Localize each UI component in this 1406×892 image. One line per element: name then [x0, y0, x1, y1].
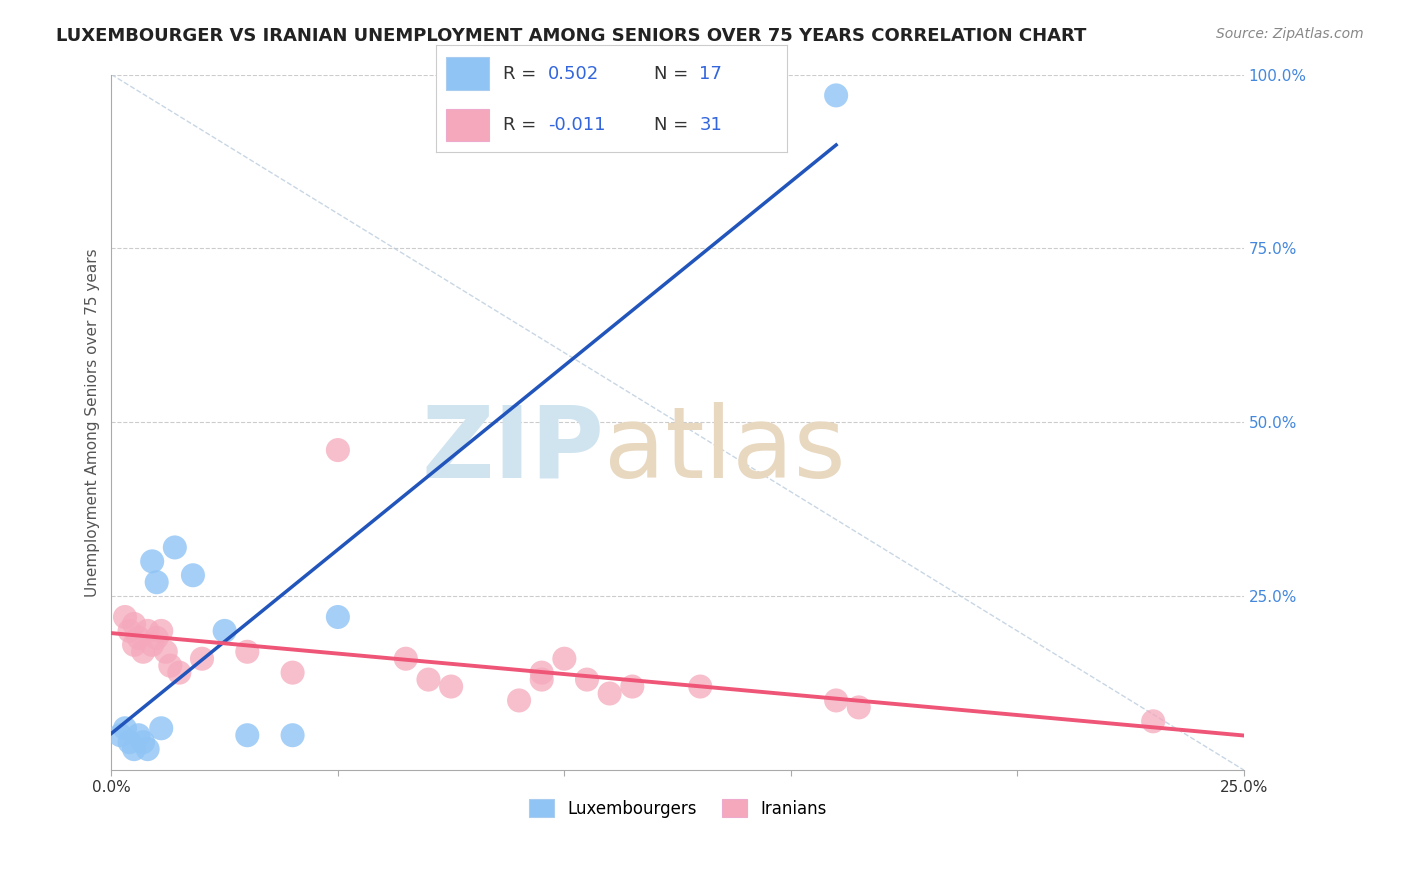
- Point: [159, 658, 181, 673]
- Text: R =: R =: [503, 116, 541, 134]
- Point: [281, 728, 304, 742]
- Point: [530, 673, 553, 687]
- Point: [326, 610, 349, 624]
- Text: atlas: atlas: [605, 401, 845, 499]
- Point: [136, 624, 159, 638]
- Point: [128, 728, 150, 742]
- Point: [128, 631, 150, 645]
- Point: [1142, 714, 1164, 729]
- Point: [236, 728, 259, 742]
- Point: [825, 693, 848, 707]
- Point: [122, 616, 145, 631]
- Point: [214, 624, 236, 638]
- Text: R =: R =: [503, 64, 541, 82]
- Text: -0.011: -0.011: [548, 116, 606, 134]
- Point: [576, 673, 599, 687]
- Point: [599, 686, 621, 700]
- Text: N =: N =: [654, 64, 693, 82]
- Point: [150, 721, 173, 735]
- Point: [150, 624, 173, 638]
- Point: [236, 645, 259, 659]
- Point: [136, 742, 159, 756]
- Legend: Luxembourgers, Iranians: Luxembourgers, Iranians: [522, 793, 832, 824]
- Point: [553, 651, 575, 665]
- Point: [122, 742, 145, 756]
- Point: [689, 680, 711, 694]
- Point: [145, 575, 167, 590]
- Text: LUXEMBOURGER VS IRANIAN UNEMPLOYMENT AMONG SENIORS OVER 75 YEARS CORRELATION CHA: LUXEMBOURGER VS IRANIAN UNEMPLOYMENT AMO…: [56, 27, 1087, 45]
- FancyBboxPatch shape: [447, 57, 489, 89]
- Point: [132, 735, 155, 749]
- Point: [118, 624, 141, 638]
- Point: [163, 541, 186, 555]
- Point: [122, 638, 145, 652]
- Point: [118, 735, 141, 749]
- Point: [281, 665, 304, 680]
- Point: [141, 638, 163, 652]
- Point: [145, 631, 167, 645]
- Point: [110, 728, 132, 742]
- Point: [155, 645, 177, 659]
- Point: [825, 88, 848, 103]
- Text: 31: 31: [700, 116, 723, 134]
- Point: [169, 665, 191, 680]
- Point: [395, 651, 418, 665]
- Text: Source: ZipAtlas.com: Source: ZipAtlas.com: [1216, 27, 1364, 41]
- Text: 0.502: 0.502: [548, 64, 599, 82]
- Point: [440, 680, 463, 694]
- Point: [114, 721, 136, 735]
- Point: [132, 645, 155, 659]
- Text: 17: 17: [700, 64, 723, 82]
- Point: [114, 610, 136, 624]
- Point: [848, 700, 870, 714]
- Point: [141, 554, 163, 568]
- Point: [418, 673, 440, 687]
- Point: [530, 665, 553, 680]
- Point: [191, 651, 214, 665]
- Text: N =: N =: [654, 116, 693, 134]
- Y-axis label: Unemployment Among Seniors over 75 years: Unemployment Among Seniors over 75 years: [86, 248, 100, 597]
- Text: ZIP: ZIP: [422, 401, 605, 499]
- Point: [181, 568, 204, 582]
- FancyBboxPatch shape: [447, 109, 489, 141]
- Point: [621, 680, 644, 694]
- Point: [326, 443, 349, 458]
- Point: [508, 693, 530, 707]
